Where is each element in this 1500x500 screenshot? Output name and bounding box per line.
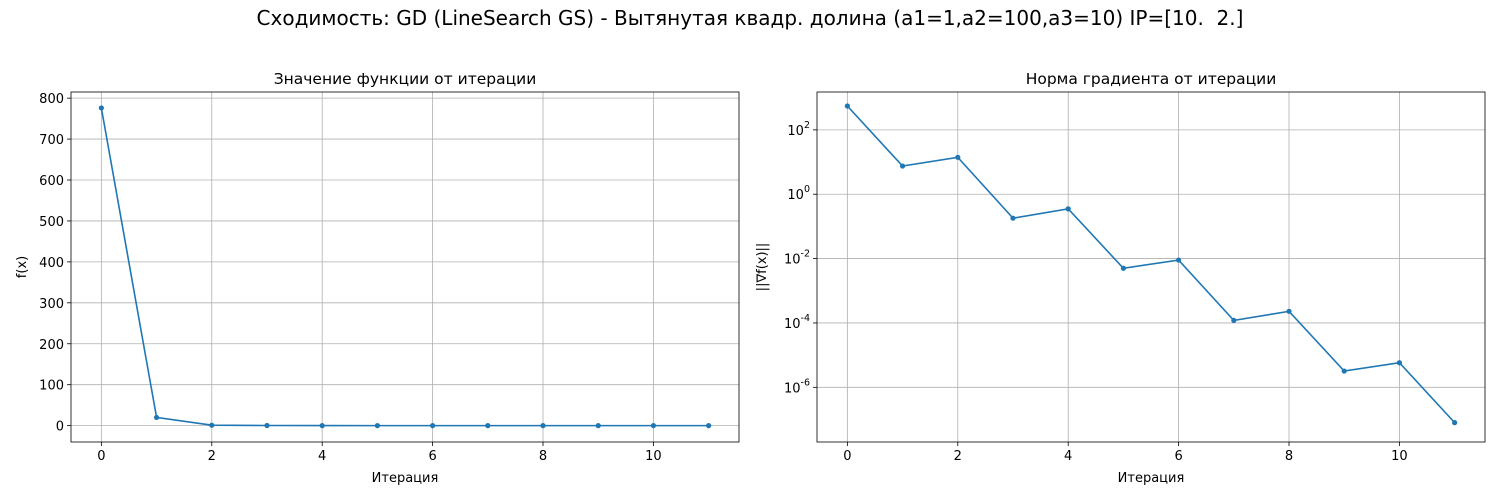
y-tick-label: 500 xyxy=(39,215,64,230)
x-tick-label: 10 xyxy=(645,449,662,464)
x-tick-label: 8 xyxy=(539,449,547,464)
data-point xyxy=(706,423,712,429)
y-tick-label: 200 xyxy=(39,338,64,353)
x-tick-label: 8 xyxy=(1285,449,1293,464)
data-point xyxy=(153,414,160,421)
data-point xyxy=(1341,368,1347,374)
data-point xyxy=(98,105,104,111)
data-point xyxy=(485,423,491,429)
y-tick-label: 10-6 xyxy=(784,377,810,396)
data-point xyxy=(1231,317,1237,324)
y-tick-label: 300 xyxy=(39,297,64,312)
series-line xyxy=(846,105,1456,424)
data-point xyxy=(595,423,601,429)
chart-title: Значение функции от итерации xyxy=(274,70,537,88)
data-point xyxy=(430,423,436,429)
y-tick-label: 800 xyxy=(39,92,64,107)
x-tick-label: 10 xyxy=(1391,449,1408,464)
y-tick-label: 700 xyxy=(39,133,64,148)
grid xyxy=(817,92,1485,442)
y-tick-label: 10-2 xyxy=(784,249,810,268)
chart-gradient-norm: Норма градиента от итерации Итерация ||∇… xyxy=(755,70,1486,486)
y-tick-label: 102 xyxy=(787,120,810,139)
data-point xyxy=(844,103,850,109)
grid xyxy=(71,92,739,442)
data-point xyxy=(540,423,546,429)
figure-title: Сходимость: GD (LineSearch GS) - Вытянут… xyxy=(256,6,1244,30)
x-axis-label: Итерация xyxy=(372,471,439,486)
data-point xyxy=(319,423,325,429)
data-point xyxy=(1065,206,1071,212)
data-point xyxy=(1120,265,1126,271)
x-tick-label: 2 xyxy=(954,449,962,464)
x-tick-label: 6 xyxy=(1174,449,1182,464)
y-tick-label: 100 xyxy=(787,184,810,203)
data-point xyxy=(955,154,961,160)
y-tick-label: 600 xyxy=(39,174,64,189)
y-tick-label: 400 xyxy=(39,256,64,271)
x-axis-label: Итерация xyxy=(1118,471,1185,486)
y-tick-label: 0 xyxy=(56,420,64,435)
data-point xyxy=(1396,360,1403,366)
axes-frame xyxy=(70,91,740,443)
data-point xyxy=(264,422,270,429)
data-point xyxy=(1176,257,1182,263)
series-line xyxy=(100,107,709,427)
y-axis-label: f(x) xyxy=(15,256,30,278)
y-tick-label: 100 xyxy=(39,379,64,394)
y-axis-label: ||∇f(x)|| xyxy=(755,243,770,292)
x-tick-label: 0 xyxy=(97,449,105,464)
data-point xyxy=(374,423,380,429)
chart-function-value: Значение функции от итерации Итерация f(… xyxy=(15,70,740,486)
data-point xyxy=(1286,308,1292,314)
data-point xyxy=(1452,420,1458,426)
chart-title: Норма градиента от итерации xyxy=(1026,70,1277,88)
x-tick-label: 6 xyxy=(428,449,436,464)
data-point xyxy=(1010,215,1016,221)
data-point xyxy=(899,163,906,169)
data-point xyxy=(650,423,657,429)
x-tick-label: 0 xyxy=(843,449,851,464)
axes-frame xyxy=(816,91,1486,443)
x-tick-label: 2 xyxy=(208,449,216,464)
data-point xyxy=(209,422,215,428)
y-tick-label: 10-4 xyxy=(784,313,810,332)
x-tick-label: 4 xyxy=(1064,449,1072,464)
x-tick-label: 4 xyxy=(318,449,326,464)
